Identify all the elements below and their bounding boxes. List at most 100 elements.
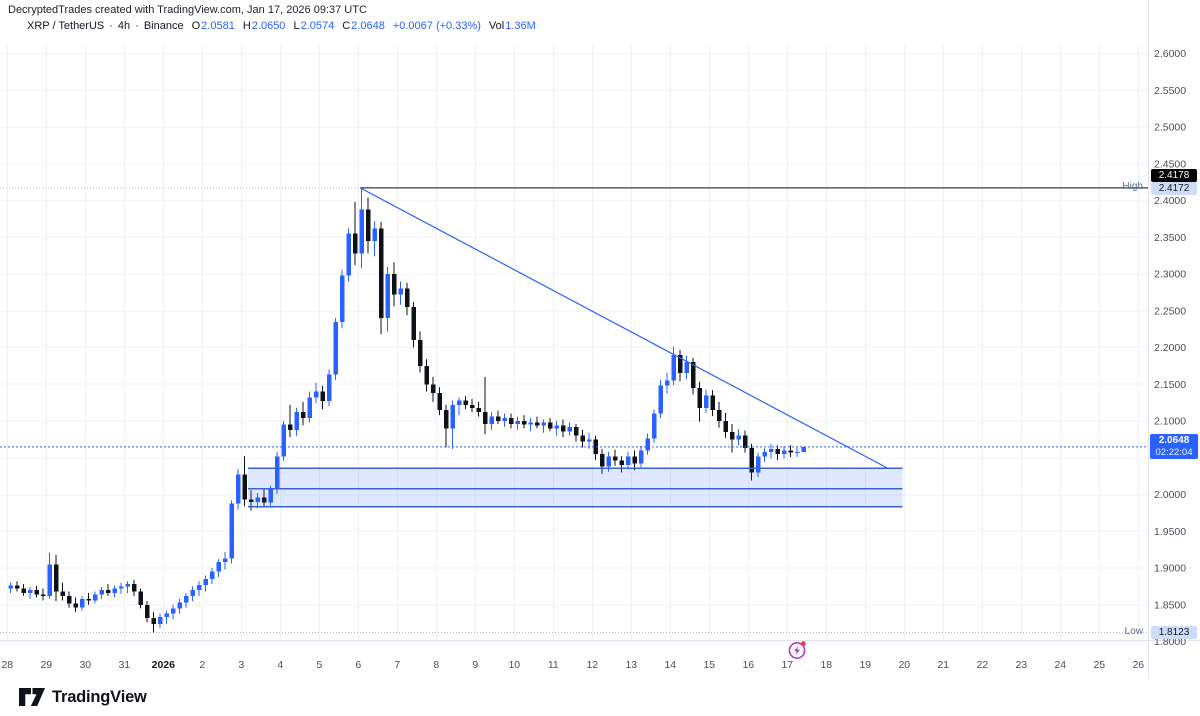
time-tick-label: 19 [859,659,871,671]
close-value: 2.0648 [351,20,385,32]
candle-body-down [788,450,793,453]
candle-body-up [333,321,338,375]
attribution-footer: TradingView [0,678,1200,716]
realtime-lightning-icon[interactable] [786,639,808,661]
price-tick-label: 2.5000 [1154,122,1186,134]
candle-body-up [47,564,52,596]
candle-body-down [716,409,722,421]
price-tick-label: 2.4500 [1154,158,1186,170]
candle-body-up [183,595,189,603]
candle-body-up [671,354,676,381]
candles [8,187,806,633]
attribution-text: DecryptedTrades created with TradingView… [8,4,367,16]
time-tick-label: 10 [508,659,520,671]
candle-body-down [424,365,429,385]
time-tick-label: 18 [820,659,832,671]
candle-body-down [352,233,358,254]
candle-body-up [196,584,202,591]
close-label: C [342,20,351,32]
candle-body-up [398,288,403,295]
candle-body-up [157,617,163,624]
grid [0,45,1148,643]
candle-body-down [547,422,553,429]
price-tick-label: 2.1000 [1154,416,1186,428]
candle-body-up [268,488,273,503]
time-tick-label: 26 [1132,659,1144,671]
candle-body-up [625,456,631,466]
time-tick-label: 4 [277,659,283,671]
candle-body-down [749,448,754,473]
candle-body-down [391,274,397,295]
candle-body-up [203,579,208,585]
tradingview-logo[interactable]: TradingView [19,687,147,707]
current-price-label: 2.0648 02:22:04 [1150,434,1198,459]
high-line-text: High [1122,181,1143,192]
candle-body-down [151,617,156,624]
candle-body-down [690,362,696,388]
candle-body-down [677,354,683,374]
candle-body-up [294,412,299,430]
tradingview-logo-text: TradingView [52,687,147,706]
candle-body-up [489,416,494,424]
candle-body-down [138,591,143,605]
price-tick-label: 2.4000 [1154,195,1186,207]
candle-body-up [450,404,455,429]
time-tick-label: 23 [1015,659,1027,671]
time-tick-label: 2 [199,659,205,671]
candle-body-down [365,209,371,241]
time-tick-label: 12 [586,659,598,671]
symbol-name[interactable]: XRP / TetherUS [27,20,105,32]
price-tick-label: 2.3000 [1154,269,1186,281]
price-axis[interactable] [1148,0,1200,678]
candle-body-up [8,585,13,589]
last-price: 2.0648 [1158,435,1190,446]
lightning-bolt-icon [794,645,800,656]
time-tick-label: 29 [40,659,52,671]
candle-body-up [209,571,215,580]
candle-body-up [703,395,709,408]
candle-body-down [619,460,624,466]
time-axis[interactable] [0,641,1148,678]
candle-body-up [554,425,559,429]
separator: · [135,20,139,32]
candle-body-up [164,613,169,618]
candle-body-down [723,421,728,433]
candle-body-up [801,446,806,452]
candle-body-down [34,590,39,595]
exchange-name: Binance [143,20,184,32]
candle-body-up [736,435,741,440]
tradingview-logo-mark [19,687,45,706]
time-tick-label: 13 [625,659,637,671]
candle-body-down [729,432,735,440]
candle-body-down [378,228,384,319]
symbol-info-row[interactable]: XRP / TetherUS · 4h · Binance O2.0581 H2.0650 L… [27,20,536,32]
candle-body-down [53,564,59,592]
candle-body-down [131,584,137,592]
candle-body-up [326,374,332,402]
candle-body-up [255,497,260,502]
interval[interactable]: 4h [117,20,131,32]
candle-body-down [573,426,579,436]
time-tick-label: 7 [394,659,400,671]
candle-body-down [560,425,566,432]
candle-body-up [781,450,787,455]
time-tick-label: 24 [1054,659,1066,671]
candle-body-up [229,503,234,559]
time-tick-label: 21 [937,659,949,671]
candle-body-down [320,391,325,402]
time-axis-labels: 28 29 30 31 2026 2 3 4 5 6 7 8 9 10 11 12 13 14 15 16 17 18 19… [1,659,1144,671]
candle-body-down [742,435,748,449]
candle-body-down [86,598,91,601]
candle-body-up [346,233,351,276]
candle-body-up [112,588,117,593]
low-value: 2.0574 [300,20,335,32]
high-price-label: 2.4172 [1151,182,1197,195]
candle-body-down [775,448,780,455]
volume-value: 1.36M [505,20,536,32]
time-tick-label: 17 [781,659,793,671]
time-tick-label: 20 [898,659,910,671]
candle-body-up [502,418,507,421]
price-tick-label: 2.2000 [1154,342,1186,354]
